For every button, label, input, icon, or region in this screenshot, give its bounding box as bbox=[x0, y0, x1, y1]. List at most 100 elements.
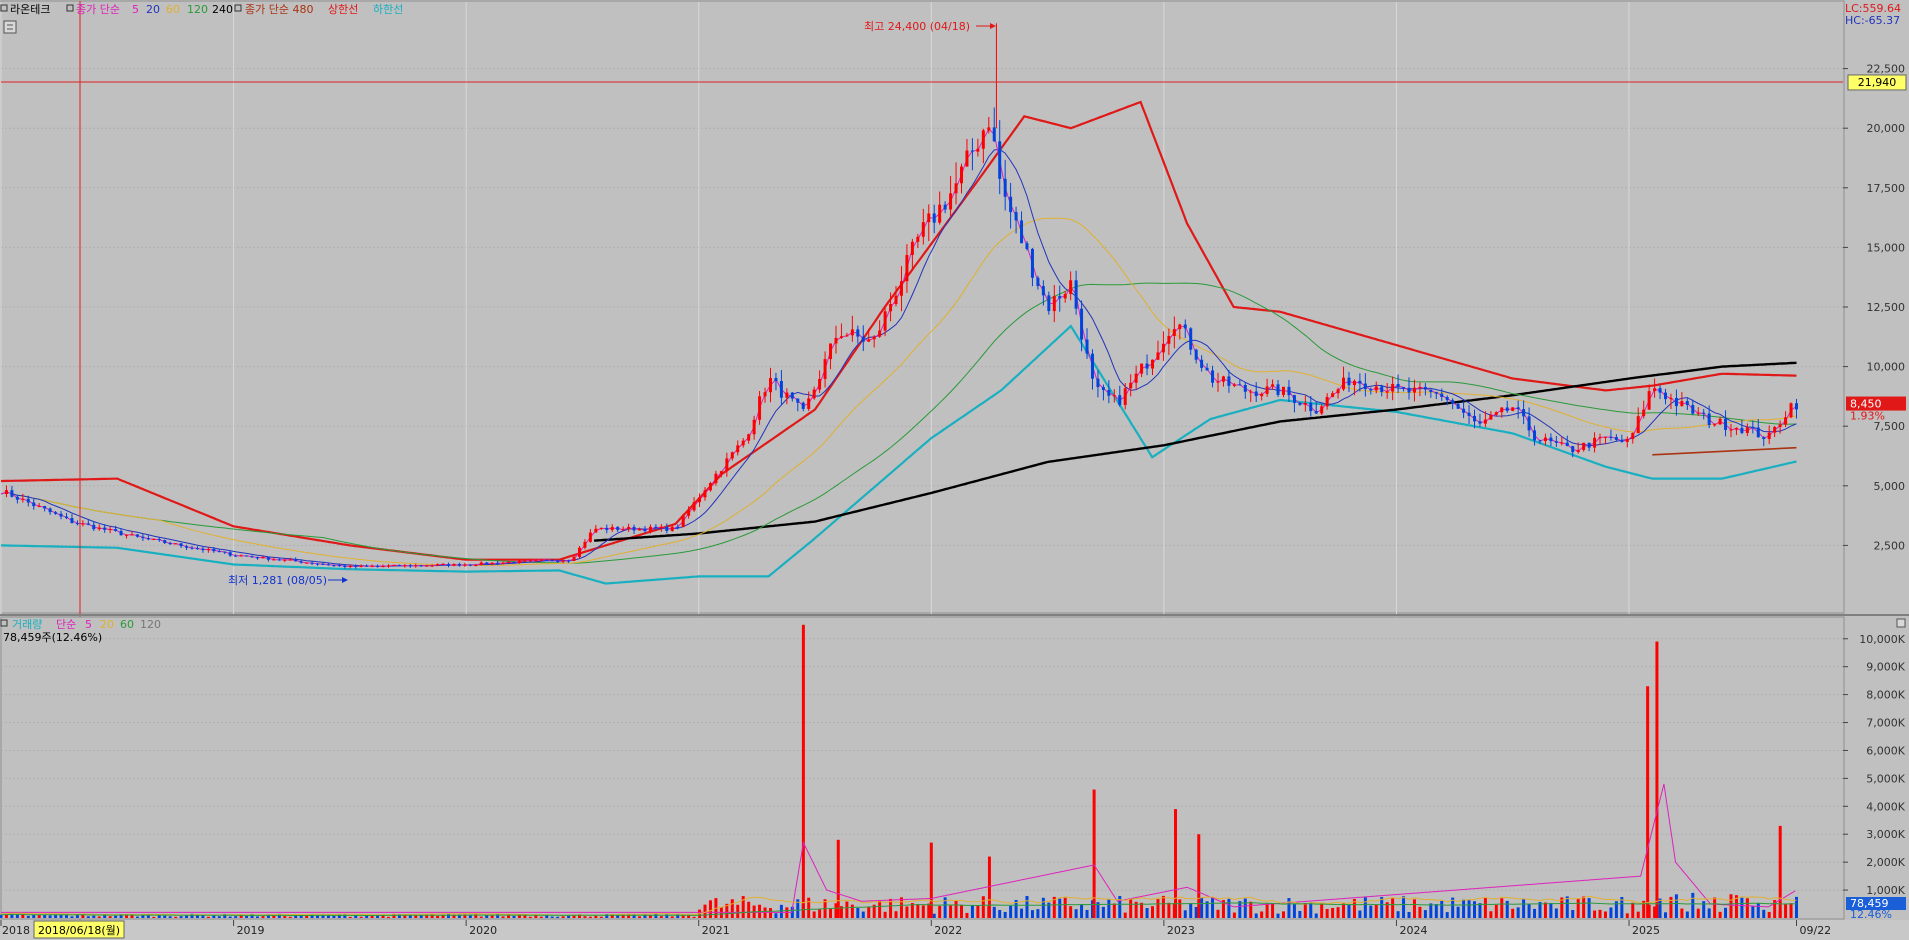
volume-bar bbox=[1074, 909, 1078, 918]
volume-bar bbox=[1123, 912, 1127, 918]
candle-body bbox=[1789, 403, 1793, 418]
x-tick-label: 2025 bbox=[1632, 924, 1660, 937]
candle-body bbox=[490, 562, 494, 565]
volume-bar bbox=[190, 913, 194, 918]
volume-bar bbox=[1767, 912, 1771, 918]
candle-body bbox=[305, 562, 309, 564]
volume-bar bbox=[86, 916, 90, 918]
candle-body bbox=[839, 336, 843, 338]
candle-body bbox=[1685, 401, 1689, 406]
volume-panel[interactable] bbox=[0, 616, 1845, 920]
candle-body bbox=[1123, 388, 1127, 405]
candle-body bbox=[1494, 412, 1498, 415]
volume-bar bbox=[1347, 904, 1351, 918]
volume-bar bbox=[1789, 903, 1793, 918]
candle-body bbox=[54, 512, 58, 514]
candle-body bbox=[195, 548, 199, 550]
volume-bar bbox=[1107, 899, 1111, 918]
volume-bar bbox=[1636, 911, 1640, 918]
candle-body bbox=[627, 526, 631, 530]
candle-body bbox=[1522, 409, 1526, 417]
volume-bar bbox=[1183, 910, 1187, 918]
volume-bar bbox=[474, 914, 478, 918]
volume-bar bbox=[949, 905, 953, 918]
candle-body bbox=[43, 506, 47, 509]
volume-bar bbox=[1751, 905, 1755, 918]
candle-body bbox=[774, 378, 778, 381]
low-annotation: 최저 1,281 (08/05) bbox=[228, 574, 327, 587]
legend-box-icon[interactable] bbox=[234, 4, 242, 12]
candle-body bbox=[288, 559, 292, 561]
volume-bar bbox=[452, 914, 456, 918]
candle-body bbox=[889, 304, 893, 312]
candle-body bbox=[452, 563, 456, 566]
candle-body bbox=[1407, 387, 1411, 393]
upper-band-line bbox=[1, 100, 1797, 561]
candle-body bbox=[692, 502, 696, 511]
volume-bar bbox=[1642, 900, 1646, 918]
candle-body bbox=[823, 359, 827, 379]
candle-body bbox=[114, 529, 118, 531]
volume-bar bbox=[1734, 895, 1738, 918]
volume-bar bbox=[1620, 897, 1624, 918]
volume-bar bbox=[1058, 898, 1062, 918]
volume-bar bbox=[676, 913, 680, 918]
candle-body bbox=[474, 565, 478, 567]
volume-bar bbox=[1211, 897, 1215, 918]
candle-body bbox=[217, 551, 221, 553]
volume-bar bbox=[125, 914, 129, 918]
volume-bar bbox=[1281, 911, 1285, 918]
volume-bar bbox=[463, 914, 467, 918]
panel-minimize-icon[interactable] bbox=[1896, 618, 1906, 628]
ma240-line bbox=[594, 361, 1797, 542]
last-change-label: 1.93% bbox=[1850, 410, 1885, 423]
legend-box-icon[interactable] bbox=[66, 4, 74, 12]
candle-body bbox=[861, 336, 865, 342]
candle-body bbox=[201, 548, 205, 551]
volume-bar bbox=[430, 914, 434, 918]
volume-bar bbox=[1794, 896, 1798, 918]
candle-body bbox=[605, 527, 609, 530]
volume-bar bbox=[1664, 912, 1668, 918]
candle-body bbox=[414, 565, 418, 567]
candle-body bbox=[326, 564, 330, 566]
x-tick-label: 09/22 bbox=[1799, 924, 1831, 937]
volume-bar bbox=[1658, 898, 1662, 918]
candle-body bbox=[1396, 383, 1400, 388]
candle-body bbox=[1538, 440, 1542, 442]
volume-bar bbox=[441, 914, 445, 918]
volume-bar bbox=[130, 914, 134, 918]
candle-body bbox=[599, 527, 603, 529]
grid-toggle-icon[interactable] bbox=[3, 20, 17, 34]
price-tick-label: 12,500 bbox=[1867, 301, 1906, 314]
candle-body bbox=[1129, 382, 1133, 389]
volume-bar bbox=[1429, 903, 1433, 918]
candle-body bbox=[1194, 349, 1198, 360]
candle-body bbox=[752, 419, 756, 435]
candle-body bbox=[1227, 376, 1231, 386]
candle-body bbox=[768, 378, 772, 393]
candle-body bbox=[408, 565, 412, 567]
candle-body bbox=[135, 534, 139, 537]
volume-bar bbox=[59, 914, 63, 918]
volume-bar bbox=[1593, 910, 1597, 918]
legend-box-icon[interactable] bbox=[0, 4, 8, 12]
volume-bar bbox=[1325, 908, 1329, 918]
volume-bar bbox=[1533, 908, 1537, 918]
candle-body bbox=[130, 534, 134, 536]
volume-bar bbox=[1140, 902, 1144, 918]
candle-body bbox=[283, 559, 287, 561]
candle-body bbox=[517, 560, 521, 563]
volume-bar bbox=[1014, 899, 1018, 918]
volume-bar bbox=[1287, 898, 1291, 918]
candle-body bbox=[905, 254, 909, 282]
volume-bar bbox=[261, 916, 265, 918]
legend-box-icon[interactable] bbox=[0, 619, 8, 627]
candle-body bbox=[272, 559, 276, 561]
candle-body bbox=[1080, 308, 1084, 340]
candle-body bbox=[687, 510, 691, 516]
volume-bar bbox=[1069, 906, 1073, 918]
candle-body bbox=[1172, 329, 1176, 336]
candle-body bbox=[26, 498, 30, 503]
